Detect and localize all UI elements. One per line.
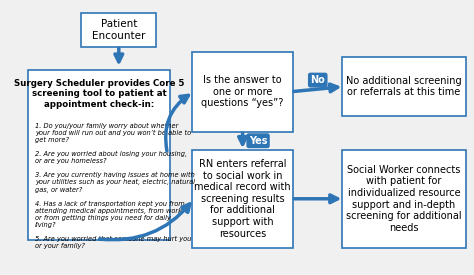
- Text: No: No: [310, 75, 325, 85]
- FancyBboxPatch shape: [342, 57, 466, 116]
- FancyBboxPatch shape: [28, 70, 170, 240]
- Text: Is the answer to
one or more
questions “yes”?: Is the answer to one or more questions “…: [201, 75, 284, 108]
- Text: Social Worker connects
with patient for
individualized resource
support and in-d: Social Worker connects with patient for …: [346, 165, 462, 233]
- FancyBboxPatch shape: [81, 13, 156, 46]
- FancyBboxPatch shape: [192, 52, 293, 132]
- Text: Yes: Yes: [249, 136, 267, 146]
- FancyArrowPatch shape: [100, 204, 190, 240]
- Text: RN enters referral
to social work in
medical record with
screening results
for a: RN enters referral to social work in med…: [194, 159, 291, 239]
- FancyBboxPatch shape: [192, 150, 293, 248]
- FancyArrowPatch shape: [166, 95, 188, 151]
- FancyBboxPatch shape: [342, 150, 466, 248]
- Text: Patient
Encounter: Patient Encounter: [92, 19, 146, 41]
- Text: 1. Do you/your family worry about whether
your food will run out and you won’t b: 1. Do you/your family worry about whethe…: [35, 123, 195, 249]
- Text: Surgery Scheduler provides Core 5
screening tool to patient at
appointment check: Surgery Scheduler provides Core 5 screen…: [14, 79, 184, 109]
- Text: No additional screening
or referrals at this time: No additional screening or referrals at …: [346, 76, 462, 97]
